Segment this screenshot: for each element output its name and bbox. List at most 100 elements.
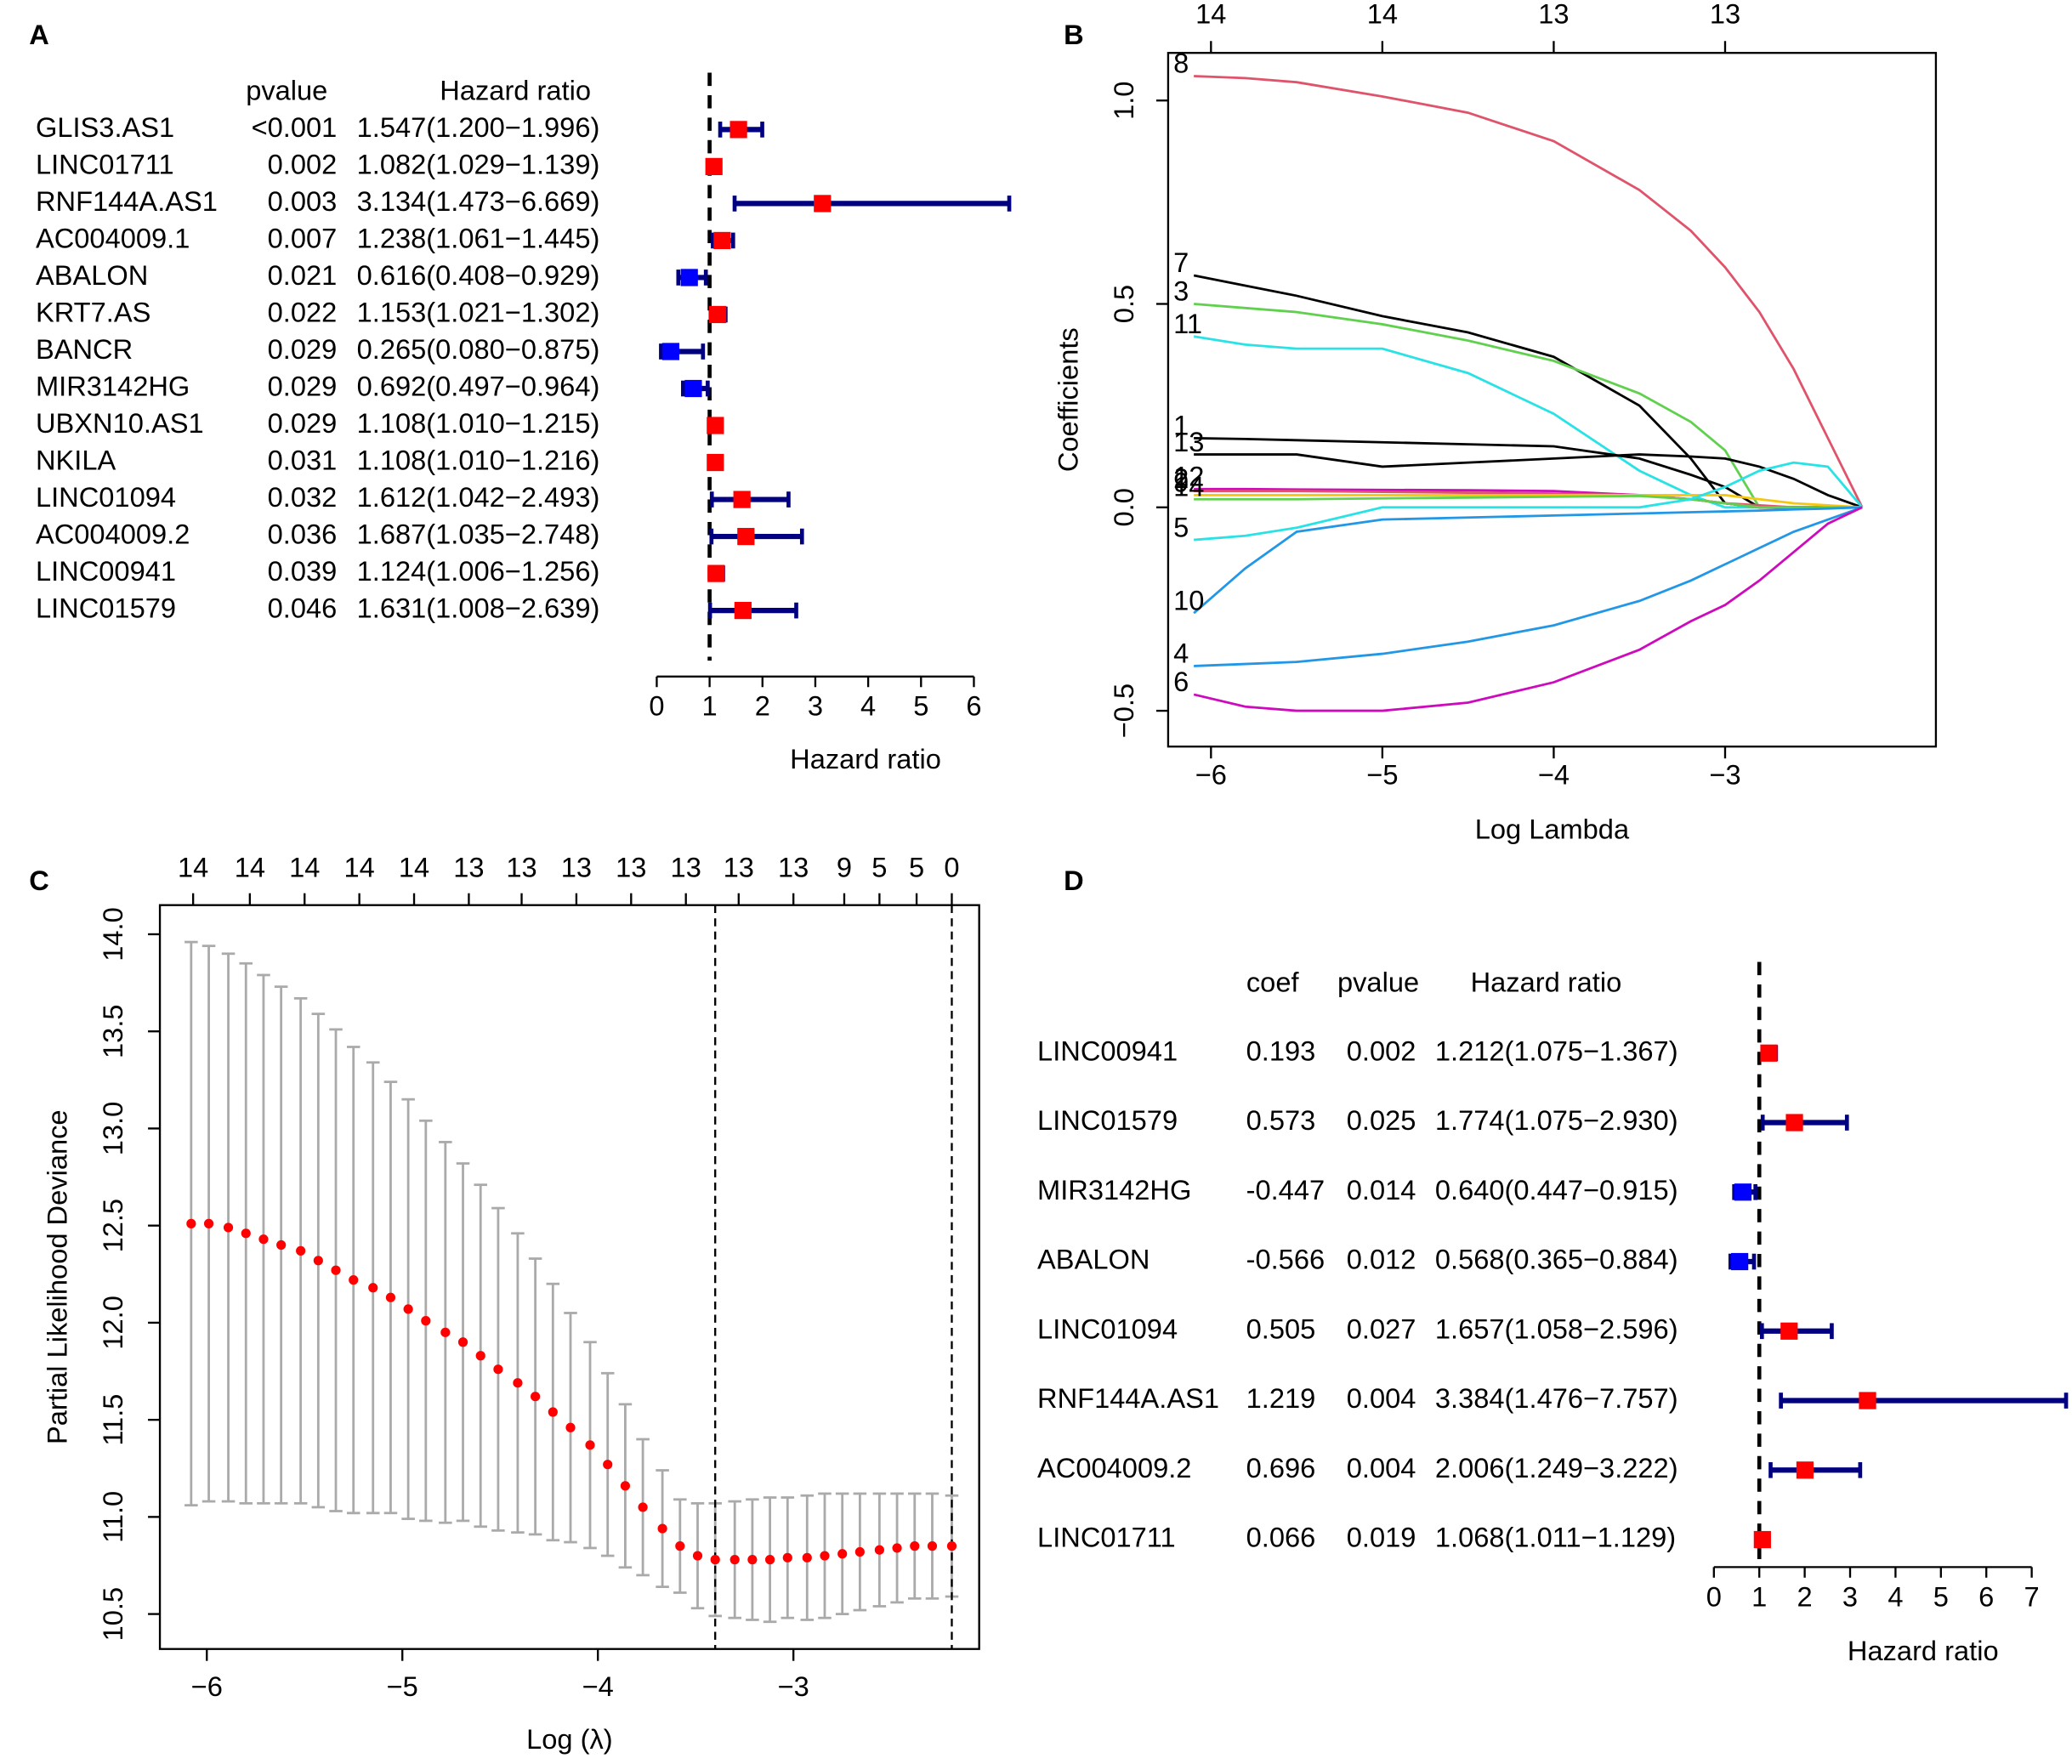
y-tick-label: 14.0 — [97, 907, 128, 961]
row-label: ABALON — [1037, 1244, 1150, 1275]
table-cell: 0.265(0.080−0.875) — [357, 333, 600, 365]
plot-frame — [158, 904, 980, 1650]
table-cell: 0.066 — [1246, 1522, 1316, 1553]
top-tick-label: 5 — [909, 851, 924, 882]
cv-point — [675, 1541, 685, 1551]
row-label: KRT7.AS — [36, 297, 150, 328]
table-cell: 1.153(1.021−1.302) — [357, 297, 600, 328]
x-tick-label: 6 — [1978, 1580, 1994, 1612]
table-cell: 0.032 — [268, 481, 338, 513]
table-cell: 0.692(0.497−0.964) — [357, 371, 600, 402]
coef-path — [1193, 506, 1863, 712]
hr-box — [733, 491, 751, 508]
cv-point — [203, 1218, 214, 1228]
table-cell: 1.612(1.042−2.493) — [357, 481, 600, 513]
cv-point — [837, 1549, 848, 1559]
top-tick-label: 13 — [1538, 0, 1569, 29]
table-cell: 0.027 — [1347, 1313, 1416, 1344]
x-tick-label: −6 — [1195, 759, 1227, 791]
table-cell: 1.108(1.010−1.216) — [357, 445, 600, 476]
table-cell: 0.014 — [1347, 1174, 1416, 1205]
table-cell: 0.640(0.447−0.915) — [1435, 1174, 1678, 1205]
hr-box — [661, 343, 680, 360]
hr-box — [734, 602, 752, 620]
hr-box — [707, 417, 724, 434]
x-tick-label: 0 — [1706, 1580, 1722, 1612]
y-tick-label: 11.5 — [97, 1394, 128, 1446]
row-label: ABALON — [36, 259, 148, 291]
table-cell: 0.003 — [268, 185, 338, 217]
hr-box — [709, 305, 727, 324]
x-tick-label: −4 — [582, 1670, 614, 1702]
hr-box — [680, 269, 698, 286]
table-cell: 0.002 — [268, 149, 338, 180]
top-tick-label: 14 — [343, 851, 374, 882]
panel-label: A — [29, 19, 49, 50]
table-cell: -0.447 — [1246, 1174, 1326, 1205]
y-axis-label: Partial Likelihood Deviance — [42, 1109, 73, 1444]
top-tick-label: 13 — [561, 851, 592, 882]
column-header: coef — [1246, 967, 1300, 998]
table-cell: -0.566 — [1246, 1244, 1326, 1275]
table-cell: 1.068(1.011−1.129) — [1435, 1522, 1676, 1553]
x-tick-label: 2 — [1797, 1580, 1813, 1612]
x-tick-label: 3 — [808, 690, 823, 722]
table-cell: 0.002 — [1347, 1035, 1416, 1066]
hr-box — [1796, 1461, 1814, 1479]
y-tick-label: 11.0 — [97, 1491, 128, 1543]
table-cell: 0.696 — [1246, 1452, 1316, 1483]
row-label: LINC01579 — [1037, 1104, 1178, 1136]
cv-point — [620, 1481, 631, 1491]
cv-point — [531, 1392, 541, 1402]
hr-box — [1859, 1392, 1876, 1409]
cv-point — [258, 1234, 269, 1245]
table-cell: 3.384(1.476−7.757) — [1435, 1382, 1678, 1414]
top-tick-label: 13 — [778, 851, 809, 882]
y-axis-label: Coefficients — [1053, 327, 1084, 472]
column-header: Hazard ratio — [1471, 967, 1622, 998]
x-tick-label: 0 — [649, 690, 664, 722]
table-cell: 0.007 — [268, 223, 338, 254]
column-header: pvalue — [246, 74, 327, 105]
table-cell: 3.134(1.473−6.669) — [357, 185, 600, 217]
path-label: 5 — [1173, 511, 1189, 542]
path-label: 2 — [1173, 462, 1189, 494]
cv-point — [946, 1541, 957, 1551]
x-tick-label: −5 — [1366, 759, 1398, 791]
path-label: 6 — [1173, 666, 1189, 697]
top-tick-label: 14 — [289, 851, 320, 882]
hr-box — [705, 157, 723, 175]
panel-label: C — [29, 865, 49, 896]
x-axis-label: Hazard ratio — [790, 743, 941, 774]
table-cell: 0.031 — [268, 445, 338, 476]
x-tick-label: −4 — [1538, 759, 1570, 791]
row-label: GLIS3.AS1 — [36, 111, 174, 143]
row-label: UBXN10.AS1 — [36, 407, 204, 439]
coef-path — [1194, 506, 1863, 667]
cv-point — [296, 1245, 306, 1256]
coef-path — [1193, 335, 1863, 509]
path-label: 10 — [1173, 584, 1204, 615]
path-label: 13 — [1173, 426, 1204, 457]
cv-point — [802, 1552, 812, 1563]
cv-point — [276, 1239, 287, 1251]
table-cell: 1.082(1.029−1.139) — [357, 149, 600, 180]
panel-label: B — [1064, 19, 1084, 50]
coef-path — [1194, 453, 1863, 509]
table-cell: 0.616(0.408−0.929) — [357, 259, 600, 291]
coef-path — [1193, 506, 1863, 615]
y-tick-label: 0.0 — [1108, 488, 1139, 526]
table-cell: 0.573 — [1246, 1104, 1316, 1136]
hr-box — [684, 379, 702, 398]
y-tick-label: 13.5 — [97, 1004, 128, 1058]
path-label: 7 — [1173, 247, 1189, 278]
table-cell: 0.021 — [268, 259, 338, 291]
table-cell: 0.568(0.365−0.884) — [1435, 1244, 1678, 1275]
cv-point — [910, 1541, 920, 1551]
cv-point — [241, 1228, 251, 1239]
cv-point — [764, 1555, 775, 1565]
x-axis-label: Hazard ratio — [1848, 1635, 1999, 1666]
table-cell: 1.547(1.200−1.996) — [357, 111, 600, 143]
path-label: 3 — [1173, 275, 1189, 307]
top-tick-label: 13 — [1710, 0, 1740, 29]
